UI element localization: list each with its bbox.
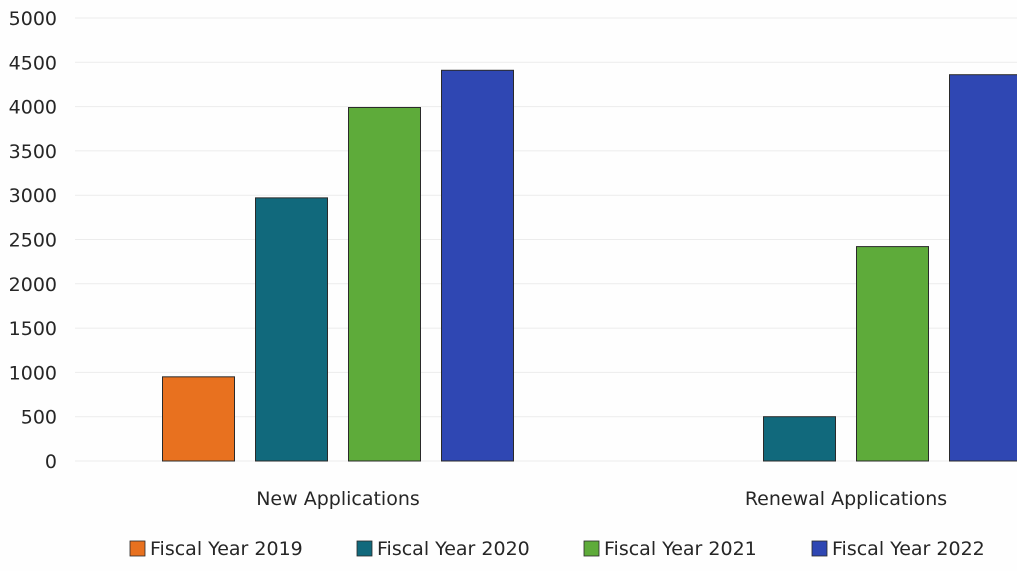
y-tick-label: 2500 — [9, 230, 57, 252]
bar-fiscal-year-2022 — [441, 69, 514, 462]
legend-label: Fiscal Year 2020 — [377, 538, 530, 560]
category-labels: New Applications Renewal Applications — [256, 488, 947, 510]
y-tick-label: 1000 — [9, 362, 57, 384]
y-tick-label: 4500 — [9, 52, 57, 74]
legend-swatch — [583, 540, 600, 557]
bar-fiscal-year-2021 — [856, 246, 929, 462]
legend-label: Fiscal Year 2021 — [604, 538, 757, 560]
legend-swatch — [129, 540, 146, 557]
y-axis-ticks: 0 500 1000 1500 2000 2500 3000 3500 4000 4500 5000 — [9, 8, 57, 473]
bar-fiscal-year-2019 — [162, 376, 235, 462]
y-tick-label: 1500 — [9, 318, 57, 340]
legend-label: Fiscal Year 2022 — [832, 538, 985, 560]
bar-fiscal-year-2021 — [348, 106, 421, 462]
y-tick-label: 4000 — [9, 97, 57, 119]
legend-swatch — [356, 540, 373, 557]
y-tick-label: 5000 — [9, 8, 57, 30]
bars — [162, 69, 1017, 462]
bar-fiscal-year-2022 — [949, 74, 1017, 462]
y-tick-label: 3500 — [9, 141, 57, 163]
bar-fiscal-year-2020 — [255, 197, 328, 462]
category-label: New Applications — [256, 488, 420, 510]
y-tick-label: 500 — [21, 407, 57, 429]
y-tick-label: 0 — [45, 451, 57, 473]
legend-label: Fiscal Year 2019 — [150, 538, 303, 560]
legend-swatch — [811, 540, 828, 557]
bar-fiscal-year-2020 — [763, 416, 836, 462]
category-label: Renewal Applications — [745, 488, 947, 510]
y-tick-label: 2000 — [9, 274, 57, 296]
legend: Fiscal Year 2019 Fiscal Year 2020 Fiscal Y… — [129, 538, 985, 560]
y-tick-label: 3000 — [9, 185, 57, 207]
